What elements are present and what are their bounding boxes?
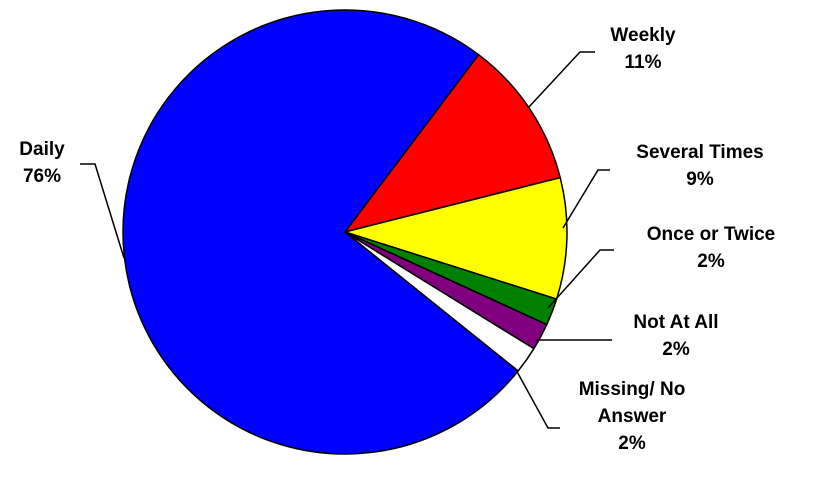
slice-label: Weekly 11% xyxy=(583,22,703,76)
leader-line xyxy=(514,367,560,429)
pie-slice xyxy=(343,53,562,234)
value-label: 2% xyxy=(697,251,725,272)
slice-label: Not At All 2% xyxy=(596,309,756,363)
category-label: Once or Twice xyxy=(646,224,776,245)
category-label: Daily xyxy=(19,139,65,160)
category-label: Not At All xyxy=(633,312,719,333)
category-label: Missing/ No Answer xyxy=(578,379,686,427)
leader-line xyxy=(80,163,125,259)
value-label: 9% xyxy=(686,169,714,190)
pie-slice xyxy=(342,176,568,301)
slice-label: Several Times 9% xyxy=(600,139,800,193)
category-label: Weekly xyxy=(610,25,676,46)
pie-slice xyxy=(122,9,520,455)
slice-label: Missing/ No Answer 2% xyxy=(572,376,692,457)
slice-label: Daily 76% xyxy=(2,136,82,190)
category-label: Several Times xyxy=(636,142,764,163)
value-label: 2% xyxy=(662,339,690,360)
leader-line xyxy=(547,249,614,309)
value-label: 2% xyxy=(618,433,646,454)
leader-line xyxy=(562,169,610,229)
value-label: 76% xyxy=(22,166,62,187)
slice-label: Once or Twice 2% xyxy=(611,221,811,275)
leader-line xyxy=(527,51,595,109)
value-label: 11% xyxy=(624,52,662,73)
